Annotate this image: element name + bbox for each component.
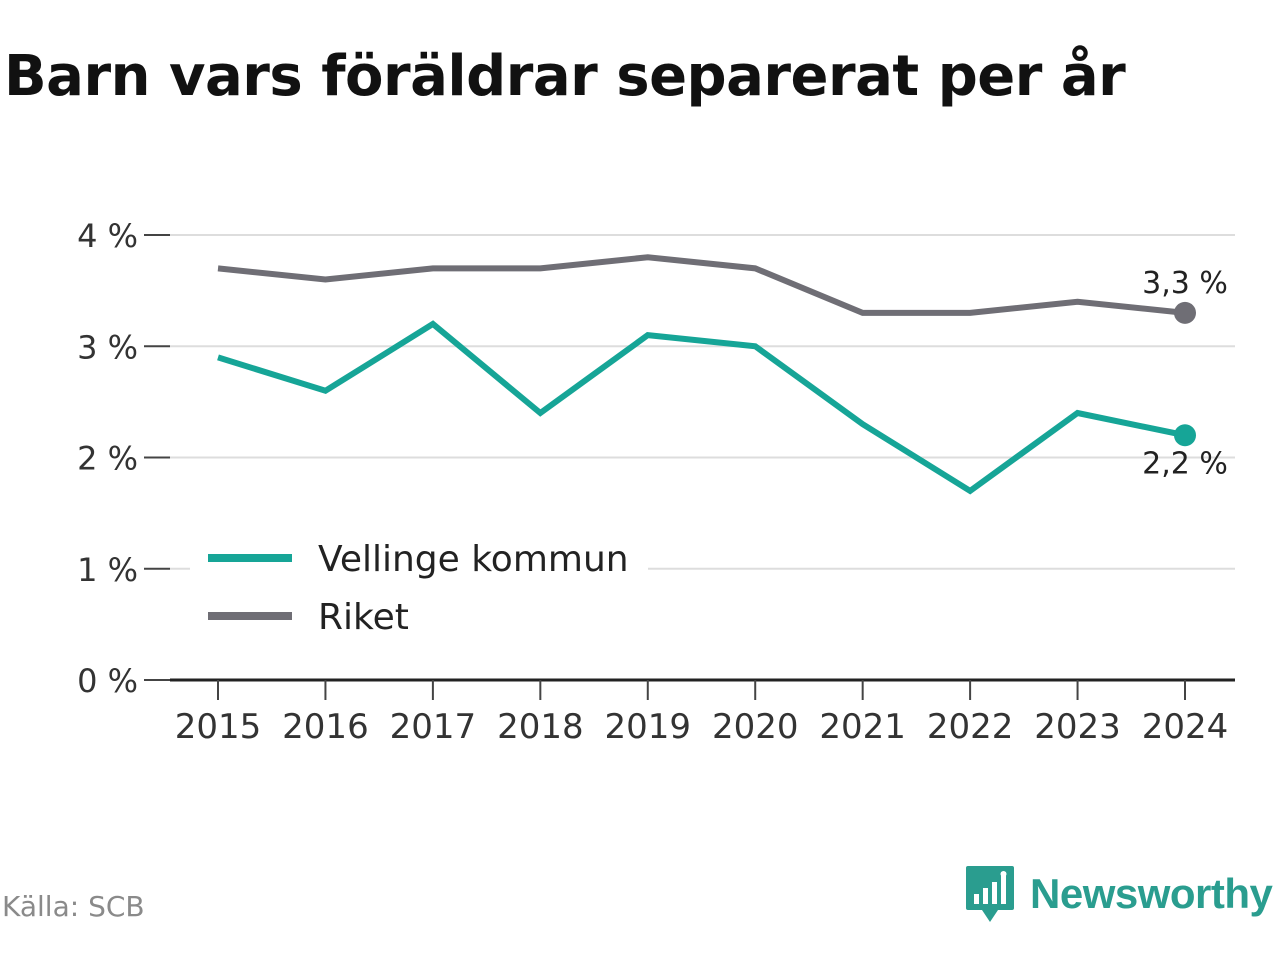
legend-background: [190, 528, 648, 646]
y-tick-label: 4 %: [77, 217, 138, 255]
y-tick-label: 1 %: [77, 551, 138, 589]
axes: 0 % 1 % 2 % 3 % 4 % 2015 2016 2017 2018 2019 2020 2…: [77, 217, 1235, 747]
x-tick-label: 2023: [1034, 707, 1121, 747]
y-tick-label: 2 %: [77, 440, 138, 478]
x-tick-label: 2024: [1142, 707, 1229, 747]
series-line: [217, 254, 1186, 316]
line-chart: 0 % 1 % 2 % 3 % 4 % 2015 2016 2017 2018 2019 2020 2…: [77, 217, 1235, 747]
brand-logo: Newsworthy: [964, 864, 1273, 924]
series-end-point: [1174, 301, 1196, 324]
x-tick-label: 2015: [175, 707, 262, 747]
x-tick-label: 2017: [390, 707, 477, 747]
x-tick-label: 2021: [819, 707, 906, 747]
gridlines: [170, 234, 1235, 570]
source-note: Källa: SCB: [2, 890, 145, 923]
legend-label: Riket: [318, 597, 409, 638]
data-label: 2,2 %: [1142, 446, 1228, 481]
x-tick-label: 2016: [282, 707, 369, 747]
legend-label: Vellinge kommun: [318, 539, 629, 580]
x-tick-label: 2019: [605, 707, 692, 747]
series-lines: 3,3 % 2,2 %: [217, 254, 1228, 495]
x-tick-label: 2022: [927, 707, 1014, 747]
data-label: 3,3 %: [1142, 266, 1228, 301]
series-line: [217, 320, 1186, 495]
newsworthy-logo-icon: [966, 866, 1014, 922]
x-tick-label: 2020: [712, 707, 799, 747]
series-end-point: [1174, 424, 1196, 447]
brand-name: Newsworthy: [1030, 870, 1273, 917]
y-tick-label: 3 %: [77, 328, 138, 366]
legend: Vellinge kommun Riket: [190, 528, 648, 646]
chart-title: Barn vars föräldrar separerat per år: [4, 44, 1126, 109]
y-tick-label: 0 %: [77, 662, 138, 700]
x-tick-label: 2018: [497, 707, 584, 747]
